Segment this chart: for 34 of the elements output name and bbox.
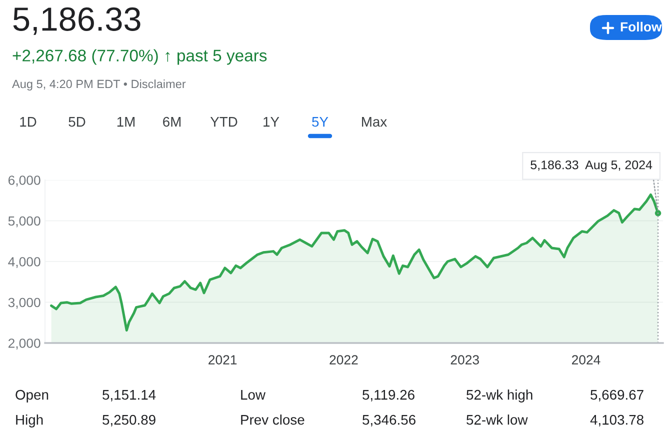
y-tick-label: 6,000 <box>8 176 40 186</box>
text: Prev close <box>241 414 304 425</box>
text: Aug 5, 4:20 PM EDT • Disclaimer <box>12 80 186 91</box>
x-tick-label: 2023 <box>450 355 479 364</box>
text: 1M <box>117 117 135 127</box>
text: High <box>16 414 43 428</box>
x-tick-label: 2021 <box>208 355 237 364</box>
text: 5,151.14 <box>102 390 156 402</box>
text: 5,346.56 <box>362 414 416 426</box>
text: Low <box>241 390 266 400</box>
chart-subtitle: +2,267.68 (77.70%) ↑ past 5 years <box>12 49 267 65</box>
x-tick-label: 2022 <box>330 355 358 364</box>
text: 6M <box>163 116 181 127</box>
text: YTD <box>210 117 238 127</box>
text: 5,669.67 <box>590 390 644 402</box>
text: 1Y <box>264 117 280 127</box>
text: Open <box>16 390 48 402</box>
text: 52-wk high <box>466 390 532 402</box>
text: 5,250.89 <box>102 414 156 426</box>
y-tick-label: 3,000 <box>8 298 40 309</box>
text: Max <box>362 117 387 127</box>
text: Follow <box>620 22 662 32</box>
text: 52-wk low <box>466 414 528 425</box>
x-tick-label: 2024 <box>572 355 600 364</box>
text: 5Y <box>312 117 328 127</box>
y-tick-label: 5,000 <box>8 216 40 228</box>
text: 5D <box>68 117 86 127</box>
y-tick-label: 2,000 <box>8 338 40 350</box>
text: 4,103.78 <box>590 414 644 426</box>
annotation: 5,186.33 Aug 5, 2024 <box>530 160 652 172</box>
text: 1D <box>20 117 36 127</box>
y-tick-label: 4,000 <box>8 257 40 268</box>
text: 5,119.26 <box>362 390 414 402</box>
chart-title: 5,186.33 <box>13 7 140 35</box>
